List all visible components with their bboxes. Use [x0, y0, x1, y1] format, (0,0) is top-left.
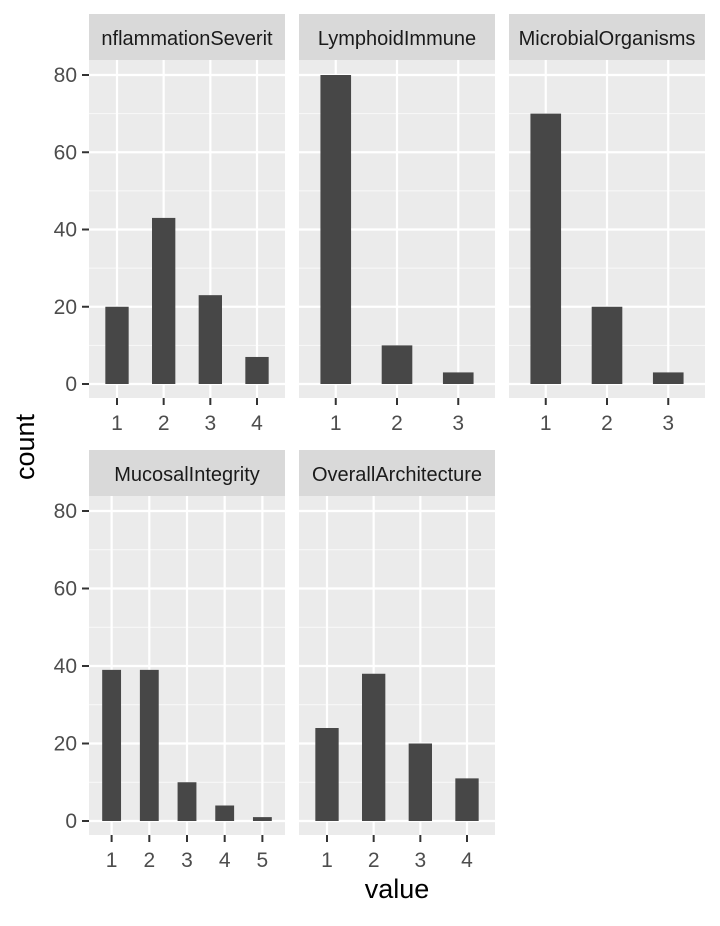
bar-MicrobialOrganisms-1: [530, 113, 562, 384]
y-tick-label: 20: [54, 733, 77, 756]
x-tick-label: 4: [461, 849, 473, 872]
x-tick-label: 2: [158, 412, 170, 435]
x-tick-label: 1: [111, 412, 123, 435]
facet-strip-label: nflammationSeverit: [101, 28, 273, 50]
x-tick-label: 4: [219, 849, 231, 872]
x-tick-label: 2: [143, 849, 155, 872]
bar-MucosalIntegrity-4: [215, 805, 235, 821]
bar-MucosalIntegrity-2: [139, 669, 159, 821]
y-tick-label: 20: [54, 296, 77, 319]
x-tick-label: 3: [204, 412, 216, 435]
x-tick-label: 2: [391, 412, 403, 435]
facet-strip: [509, 14, 705, 60]
x-tick-label: 3: [414, 849, 426, 872]
y-axis-title: count: [10, 413, 40, 480]
facet-strip-label: OverallArchitecture: [312, 464, 482, 486]
bar-InflammationSeverity-2: [152, 217, 176, 384]
bar-LymphoidImmune-2: [381, 345, 413, 384]
facet-strip-label: LymphoidImmune: [318, 28, 476, 50]
bar-OverallArchitecture-4: [455, 778, 479, 821]
y-tick-label: 40: [54, 219, 77, 242]
y-tick-label: 40: [54, 655, 77, 678]
y-tick-label: 0: [65, 810, 77, 833]
bar-InflammationSeverity-3: [198, 295, 222, 384]
y-tick-label: 80: [54, 500, 77, 523]
facet-panel-2: LymphoidImmune 1 2 3: [299, 14, 495, 435]
bar-MucosalIntegrity-5: [252, 817, 272, 821]
facet-strip-label: MicrobialOrganisms: [519, 28, 696, 50]
bar-MicrobialOrganisms-3: [652, 372, 684, 384]
x-tick-label: 2: [368, 849, 380, 872]
bar-MicrobialOrganisms-2: [591, 306, 623, 384]
facet-strip-label: MucosalIntegrity: [114, 464, 260, 486]
x-tick-label: 2: [601, 412, 613, 435]
x-tick-label: 5: [257, 849, 269, 872]
bar-LymphoidImmune-3: [442, 372, 474, 384]
bar-InflammationSeverity-1: [105, 306, 129, 384]
x-tick-label: 1: [330, 412, 342, 435]
bar-MucosalIntegrity-1: [102, 669, 122, 821]
bar-LymphoidImmune-1: [320, 75, 352, 384]
facet-panel-4: MucosalIntegrity 1 2 3 4 5 0 20 40 60 80: [54, 450, 285, 872]
x-tick-label: 1: [540, 412, 552, 435]
bar-OverallArchitecture-3: [408, 743, 432, 821]
x-tick-label: 4: [251, 412, 263, 435]
x-tick-label: 3: [181, 849, 193, 872]
y-tick-label: 60: [54, 578, 77, 601]
x-tick-label: 3: [662, 412, 674, 435]
y-tick-label: 60: [54, 141, 77, 164]
facet-panel-5: OverallArchitecture 1 2 3 4: [299, 450, 495, 872]
x-axis-title: value: [365, 874, 430, 904]
bar-OverallArchitecture-2: [362, 673, 386, 821]
facet-strip: [89, 450, 285, 496]
facet-panel-3: MicrobialOrganisms 1 2 3: [509, 14, 705, 435]
x-tick-label: 1: [106, 849, 118, 872]
y-tick-label: 0: [65, 373, 77, 396]
x-tick-label: 1: [321, 849, 333, 872]
y-tick-label: 80: [54, 64, 77, 87]
bar-InflammationSeverity-4: [245, 356, 269, 384]
x-tick-label: 3: [452, 412, 464, 435]
facet-strip: [89, 14, 285, 60]
bar-OverallArchitecture-1: [315, 728, 339, 821]
bar-MucosalIntegrity-3: [177, 782, 197, 821]
facet-strip: [299, 450, 495, 496]
facet-strip: [299, 14, 495, 60]
